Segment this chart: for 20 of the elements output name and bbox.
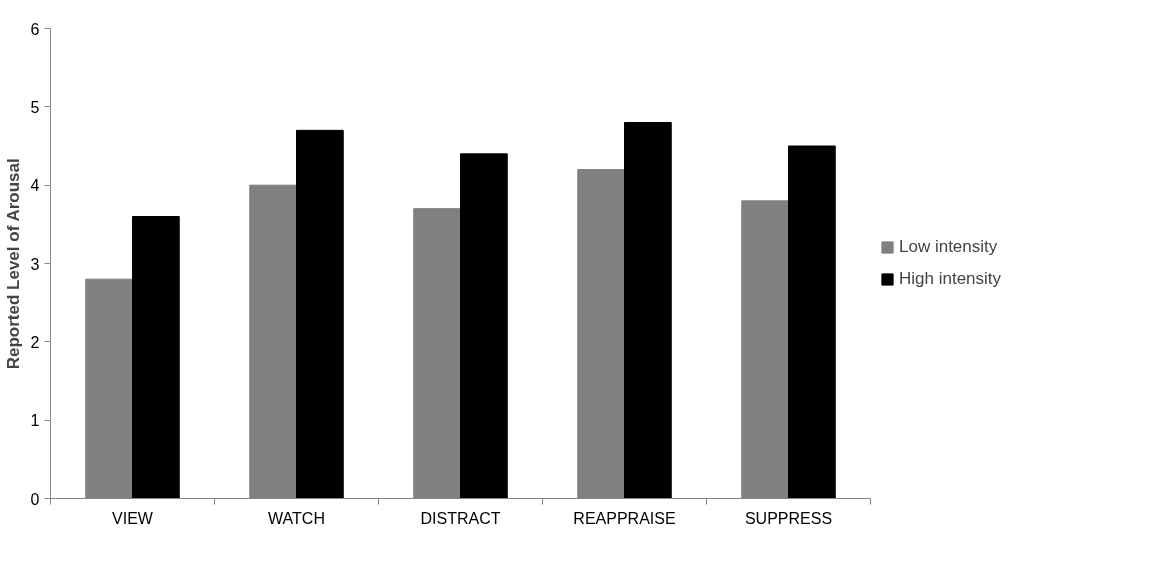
y-tick-label: 2 <box>30 333 40 351</box>
bar <box>788 145 836 499</box>
y-axis-title: Reported Level of Arousal <box>3 158 23 370</box>
y-tick-label: 5 <box>30 98 40 116</box>
bar <box>132 216 180 499</box>
y-tick-label: 0 <box>30 490 40 508</box>
y-tick-label: 4 <box>30 177 40 195</box>
y-tick-label: 1 <box>30 412 40 430</box>
legend-label: High intensity <box>899 269 1002 289</box>
bar <box>624 122 672 499</box>
x-tick-label: DISTRACT <box>420 509 501 527</box>
y-tick-label: 3 <box>30 255 40 273</box>
x-tick-label: REAPPRAISE <box>573 509 676 527</box>
bar <box>296 129 344 499</box>
x-tick-label: VIEW <box>112 509 154 527</box>
x-tick-label: WATCH <box>268 509 325 527</box>
bar <box>460 153 508 499</box>
legend-label: Low intensity <box>899 237 998 257</box>
x-tick-label: SUPPRESS <box>744 509 833 527</box>
y-tick-label: 6 <box>30 20 40 38</box>
